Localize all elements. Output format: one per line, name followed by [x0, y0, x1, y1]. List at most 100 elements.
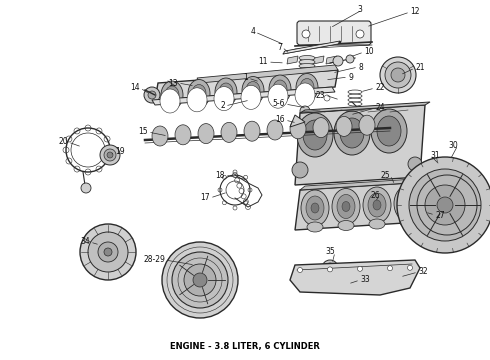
Circle shape [96, 128, 102, 134]
Circle shape [302, 30, 310, 38]
Circle shape [144, 87, 160, 103]
Circle shape [88, 232, 128, 272]
Circle shape [346, 55, 354, 63]
Ellipse shape [215, 78, 237, 106]
Circle shape [319, 69, 331, 81]
Circle shape [321, 72, 328, 78]
Ellipse shape [363, 187, 391, 223]
Circle shape [96, 166, 102, 172]
Text: 32: 32 [418, 267, 428, 276]
Ellipse shape [244, 121, 260, 141]
Ellipse shape [337, 194, 355, 219]
Ellipse shape [306, 196, 324, 220]
Circle shape [66, 136, 72, 142]
Circle shape [322, 260, 338, 276]
Ellipse shape [338, 220, 354, 230]
Text: 19: 19 [115, 148, 124, 157]
Circle shape [385, 62, 411, 88]
Ellipse shape [371, 109, 407, 153]
Circle shape [391, 68, 405, 82]
Circle shape [327, 267, 333, 272]
Polygon shape [155, 70, 338, 100]
Text: 11: 11 [259, 58, 268, 67]
Text: 1: 1 [243, 73, 248, 82]
Circle shape [162, 95, 168, 101]
Ellipse shape [404, 198, 412, 208]
Text: 13: 13 [169, 78, 178, 87]
Circle shape [338, 278, 352, 292]
Text: 33: 33 [360, 275, 370, 284]
Ellipse shape [300, 78, 314, 96]
Circle shape [305, 112, 311, 118]
Circle shape [425, 185, 465, 225]
Circle shape [63, 147, 69, 153]
Ellipse shape [368, 193, 386, 217]
Ellipse shape [399, 192, 417, 216]
Circle shape [85, 125, 91, 131]
Ellipse shape [290, 119, 306, 139]
Ellipse shape [296, 73, 318, 102]
Ellipse shape [313, 118, 329, 138]
Ellipse shape [299, 68, 315, 72]
Circle shape [193, 273, 207, 287]
Circle shape [333, 56, 343, 66]
Ellipse shape [214, 87, 234, 111]
Ellipse shape [165, 86, 179, 104]
Ellipse shape [188, 80, 210, 108]
Polygon shape [290, 260, 420, 295]
Ellipse shape [242, 77, 264, 104]
Ellipse shape [246, 81, 260, 99]
Circle shape [189, 95, 195, 101]
Text: 7: 7 [277, 42, 282, 51]
Text: 35: 35 [325, 248, 335, 256]
Ellipse shape [175, 125, 191, 145]
Ellipse shape [267, 120, 283, 140]
Text: 17: 17 [200, 194, 210, 202]
Ellipse shape [299, 63, 315, 68]
Text: 22: 22 [375, 84, 385, 93]
Text: 10: 10 [364, 48, 374, 57]
Polygon shape [295, 182, 425, 230]
Circle shape [297, 267, 302, 273]
Circle shape [380, 57, 416, 93]
Polygon shape [300, 178, 430, 190]
Circle shape [243, 95, 249, 101]
Ellipse shape [307, 222, 323, 232]
Text: 8: 8 [358, 63, 363, 72]
Ellipse shape [340, 118, 364, 148]
Text: 16: 16 [275, 116, 285, 125]
Circle shape [388, 266, 392, 271]
Circle shape [104, 248, 112, 256]
Ellipse shape [342, 202, 350, 211]
Circle shape [356, 30, 364, 38]
Circle shape [107, 152, 113, 158]
Ellipse shape [241, 85, 261, 109]
Circle shape [318, 79, 326, 87]
Circle shape [104, 136, 110, 142]
Circle shape [98, 242, 118, 262]
FancyBboxPatch shape [297, 21, 371, 45]
Ellipse shape [273, 80, 287, 98]
Text: 3: 3 [357, 5, 362, 14]
Circle shape [270, 95, 276, 101]
Ellipse shape [295, 83, 315, 107]
Ellipse shape [268, 84, 288, 108]
Circle shape [148, 91, 156, 99]
Circle shape [300, 106, 310, 116]
Ellipse shape [301, 190, 329, 226]
Ellipse shape [377, 116, 401, 146]
Circle shape [100, 145, 120, 165]
Ellipse shape [311, 203, 319, 213]
Polygon shape [290, 115, 305, 127]
Circle shape [437, 197, 453, 213]
Text: 24: 24 [375, 104, 385, 112]
Text: 30: 30 [448, 140, 458, 149]
Polygon shape [197, 65, 338, 83]
Ellipse shape [198, 123, 214, 144]
Text: 21: 21 [415, 63, 424, 72]
Polygon shape [300, 56, 311, 64]
Text: ENGINE - 3.8 LITER, 6 CYLINDER: ENGINE - 3.8 LITER, 6 CYLINDER [170, 342, 320, 351]
Ellipse shape [373, 200, 381, 210]
Polygon shape [300, 102, 430, 113]
Ellipse shape [332, 189, 360, 225]
